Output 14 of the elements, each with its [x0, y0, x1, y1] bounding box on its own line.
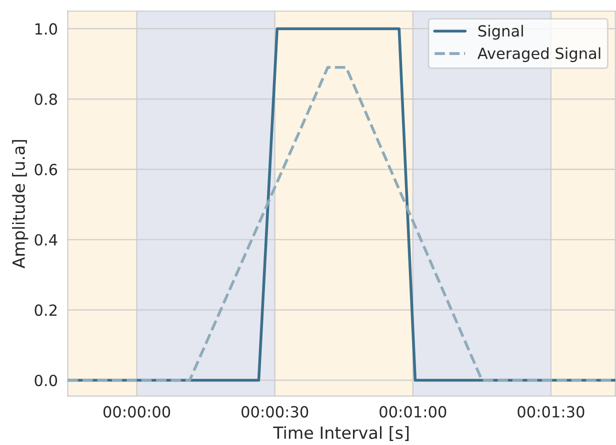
y-tick-label: 0.8 [34, 93, 57, 106]
y-tick-label: 0.2 [34, 304, 57, 316]
y-tick-label: 1.0 [35, 23, 58, 35]
x-axis-title: Time Interval [s] [273, 426, 409, 441]
y-tick-label: 0.0 [34, 374, 58, 386]
legend-label: Signal [478, 24, 523, 40]
y-tick-label: 0.4 [34, 234, 58, 246]
x-tick-label: 00:01:30 [518, 406, 584, 418]
y-tick-label: 0.6 [34, 164, 58, 176]
x-tick-label: 00:00:30 [242, 406, 308, 418]
x-tick-label: 00:01:00 [380, 406, 446, 418]
y-axis-title: Amplitude [u.a] [12, 140, 28, 268]
legend-label: Averaged Signal [478, 47, 600, 62]
x-tick-label: 00:00:00 [103, 406, 170, 418]
